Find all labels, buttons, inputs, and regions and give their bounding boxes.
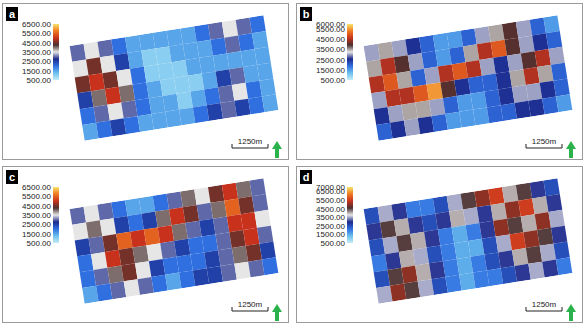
svg-text:2500.00: 2500.00 bbox=[316, 56, 345, 65]
svg-text:4500.00: 4500.00 bbox=[316, 204, 345, 214]
svg-text:c: c bbox=[9, 171, 15, 183]
svg-text:1250m: 1250m bbox=[238, 300, 263, 309]
svg-text:3500.00: 3500.00 bbox=[316, 213, 345, 223]
svg-text:a: a bbox=[9, 8, 16, 20]
svg-text:1250m: 1250m bbox=[532, 300, 557, 309]
svg-text:2500.00: 2500.00 bbox=[22, 220, 51, 229]
svg-text:1250m: 1250m bbox=[532, 137, 557, 146]
svg-text:1500.00: 1500.00 bbox=[22, 67, 51, 76]
svg-text:1250m: 1250m bbox=[238, 137, 263, 146]
svg-text:500.00: 500.00 bbox=[321, 239, 346, 248]
svg-text:5500.00: 5500.00 bbox=[22, 192, 51, 201]
svg-text:500.00: 500.00 bbox=[321, 76, 346, 85]
svg-text:4500.00: 4500.00 bbox=[22, 39, 51, 48]
svg-text:5500.00: 5500.00 bbox=[22, 29, 51, 38]
svg-text:5500.00: 5500.00 bbox=[316, 25, 345, 34]
svg-text:500.00: 500.00 bbox=[27, 239, 52, 248]
svg-text:3500.00: 3500.00 bbox=[316, 45, 345, 54]
svg-text:4500.00: 4500.00 bbox=[316, 35, 345, 44]
svg-text:1500.00: 1500.00 bbox=[316, 230, 345, 240]
svg-text:2500.00: 2500.00 bbox=[22, 57, 51, 66]
svg-text:4500.00: 4500.00 bbox=[22, 202, 51, 211]
svg-text:1500.00: 1500.00 bbox=[316, 66, 345, 75]
svg-text:6500.00: 6500.00 bbox=[22, 183, 51, 192]
svg-text:2500.00: 2500.00 bbox=[316, 221, 345, 231]
svg-text:b: b bbox=[303, 8, 310, 20]
svg-text:d: d bbox=[303, 171, 310, 183]
svg-text:1500.00: 1500.00 bbox=[22, 230, 51, 239]
svg-text:3500.00: 3500.00 bbox=[22, 211, 51, 220]
svg-text:500.00: 500.00 bbox=[27, 76, 52, 85]
svg-text:6500.00: 6500.00 bbox=[22, 20, 51, 29]
svg-text:5500.00: 5500.00 bbox=[316, 195, 345, 205]
svg-text:3500.00: 3500.00 bbox=[22, 48, 51, 57]
svg-text:6500.00: 6500.00 bbox=[316, 187, 345, 197]
